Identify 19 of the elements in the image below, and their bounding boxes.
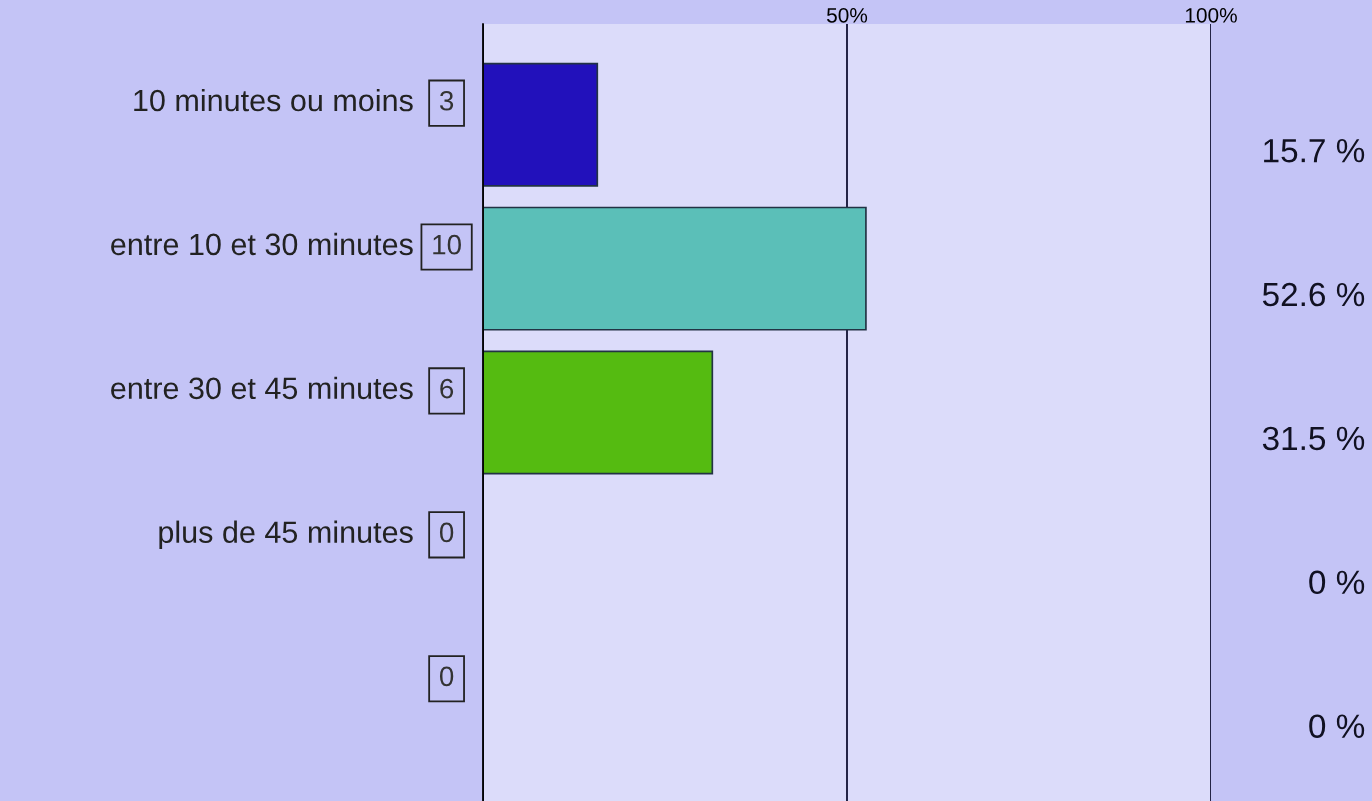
text: 10: [433, 234, 461, 255]
data-label: 15.7 %: [1264, 139, 1365, 163]
x-tick-label: 50%: [826, 7, 868, 23]
bar: [483, 206, 867, 331]
y-tick-label: entre 30 et 45 minutes: [111, 376, 413, 400]
data-label: 31.5 %: [1262, 426, 1365, 451]
x-tick-label: 100%: [1185, 7, 1237, 23]
text: 6: [440, 378, 454, 399]
data-label: 0 %: [1309, 570, 1365, 595]
text: 3: [439, 90, 454, 111]
text: 0: [439, 522, 454, 543]
text: 0: [439, 666, 454, 687]
bar: [483, 62, 599, 187]
bar: [483, 350, 714, 475]
data-label: 52.6 %: [1262, 282, 1365, 307]
data-label: 0 %: [1309, 714, 1365, 739]
y-tick-label: plus de 45 minutes: [159, 520, 413, 550]
y-tick-label: entre 10 et 30 minutes: [111, 232, 413, 256]
y-tick-label: 10 minutes ou moins: [134, 88, 413, 112]
